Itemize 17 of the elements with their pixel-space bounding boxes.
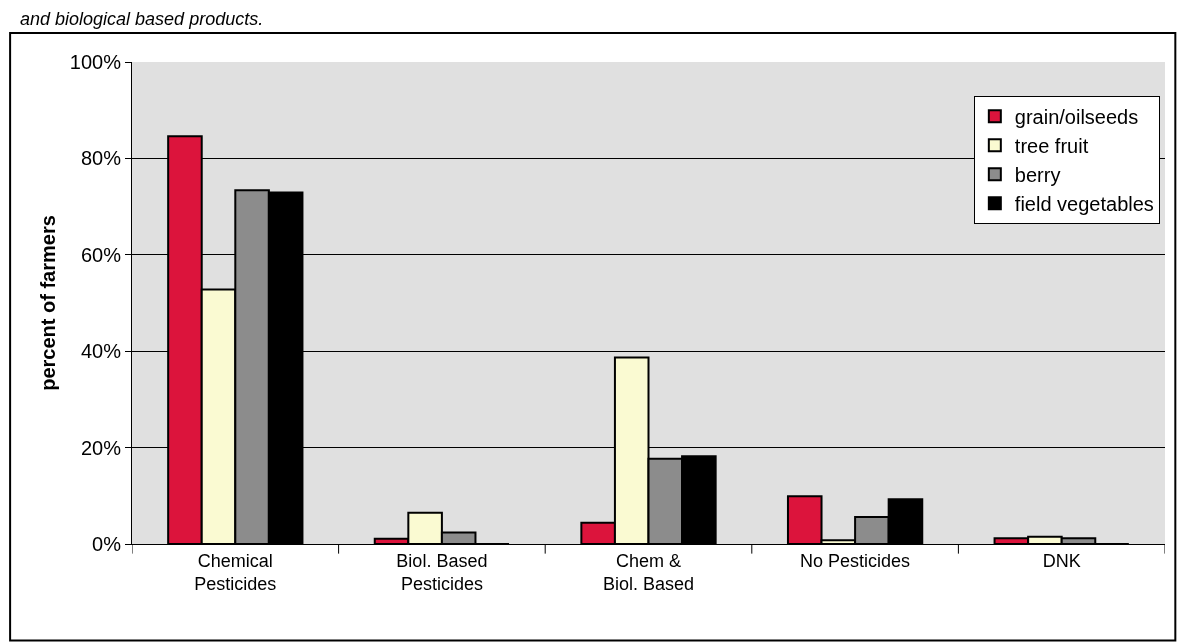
x-tick-label: Chemical Pesticides xyxy=(194,550,277,594)
legend-label: berry xyxy=(1014,164,1061,187)
legend-label: field vegetables xyxy=(1014,193,1154,216)
x-tick-label: DNK xyxy=(1042,550,1081,571)
y-tick-label: 60% xyxy=(80,243,122,266)
x-tick-label: Biol. Based Pesticides xyxy=(396,550,488,594)
y-axis-title: percent of farmers xyxy=(37,215,60,391)
legend-label: grain/oilseeds xyxy=(1014,106,1139,129)
y-tick-label: 80% xyxy=(80,147,122,170)
y-tick-label: 40% xyxy=(80,340,122,363)
y-tick-label: 0% xyxy=(92,533,122,555)
y-tick-label: 20% xyxy=(80,436,122,459)
legend-label: tree fruit xyxy=(1014,135,1089,158)
y-tick-label: 100% xyxy=(69,51,122,73)
x-tick-label: Chem & Biol. Based xyxy=(602,550,695,594)
x-tick-label: No Pesticides xyxy=(800,550,911,571)
text: and biological based products. xyxy=(20,9,264,29)
